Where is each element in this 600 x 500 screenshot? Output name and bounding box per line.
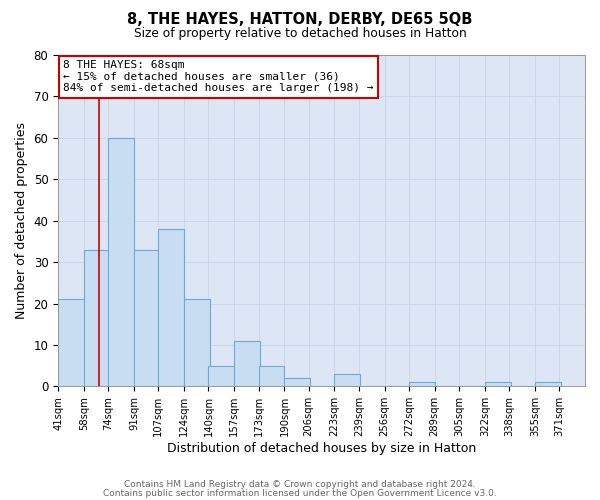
Bar	[284, 378, 310, 386]
Text: Contains HM Land Registry data © Crown copyright and database right 2024.: Contains HM Land Registry data © Crown c…	[124, 480, 476, 489]
X-axis label: Distribution of detached houses by size in Hatton: Distribution of detached houses by size …	[167, 442, 476, 455]
Bar	[58, 300, 84, 386]
Bar	[334, 374, 360, 386]
Bar	[485, 382, 511, 386]
Text: Size of property relative to detached houses in Hatton: Size of property relative to detached ho…	[134, 28, 466, 40]
Bar	[535, 382, 561, 386]
Bar	[108, 138, 134, 386]
Text: 8, THE HAYES, HATTON, DERBY, DE65 5QB: 8, THE HAYES, HATTON, DERBY, DE65 5QB	[127, 12, 473, 28]
Text: Contains public sector information licensed under the Open Government Licence v3: Contains public sector information licen…	[103, 488, 497, 498]
Bar	[234, 341, 260, 386]
Bar	[259, 366, 284, 386]
Y-axis label: Number of detached properties: Number of detached properties	[15, 122, 28, 319]
Bar	[208, 366, 234, 386]
Bar	[409, 382, 434, 386]
Bar	[158, 229, 184, 386]
Bar	[134, 250, 160, 386]
Bar	[84, 250, 110, 386]
Bar	[184, 300, 210, 386]
Text: 8 THE HAYES: 68sqm
← 15% of detached houses are smaller (36)
84% of semi-detache: 8 THE HAYES: 68sqm ← 15% of detached hou…	[64, 60, 374, 93]
